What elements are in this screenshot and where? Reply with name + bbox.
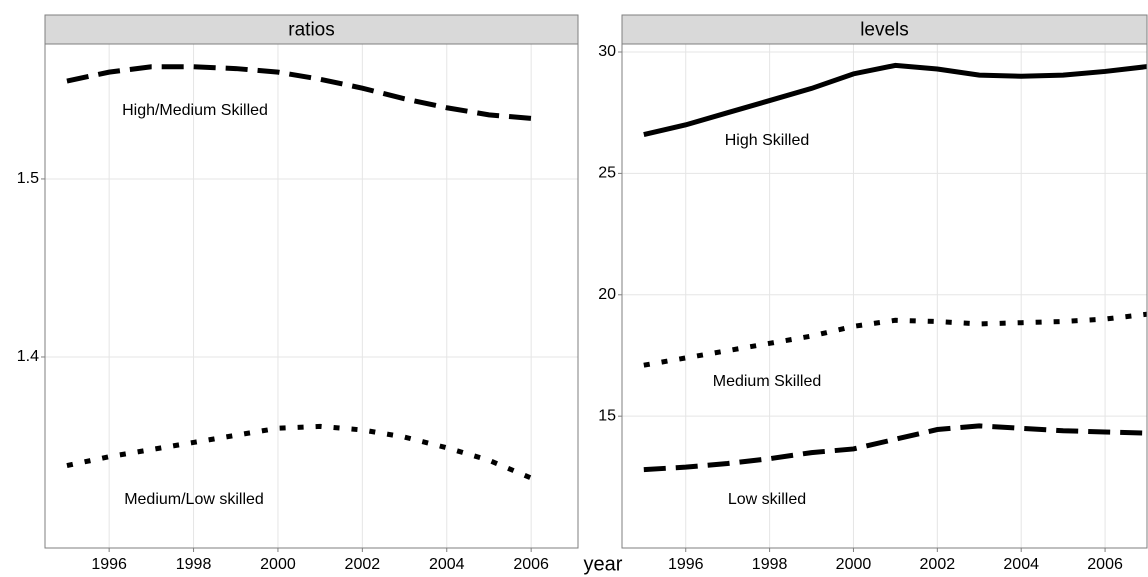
x-axis-label: year <box>584 553 623 575</box>
x-tick-label: 1996 <box>668 556 704 573</box>
x-tick-label: 2004 <box>429 556 465 573</box>
plot-background <box>45 44 578 548</box>
x-tick-label: 1998 <box>752 556 788 573</box>
x-tick-label: 2006 <box>1087 556 1123 573</box>
series-label: High/Medium Skilled <box>122 102 268 119</box>
x-tick-label: 2000 <box>260 556 296 573</box>
y-tick-label: 1.5 <box>17 170 39 187</box>
panel-border <box>44 43 579 549</box>
series-label: Medium Skilled <box>713 373 821 390</box>
x-tick-label: 2000 <box>836 556 872 573</box>
y-tick-label: 20 <box>598 286 616 303</box>
series-line <box>66 64 532 121</box>
y-tick-label: 30 <box>598 43 616 60</box>
series-label: Medium/Low skilled <box>124 491 264 508</box>
series-line <box>643 311 1148 368</box>
x-tick-label: 1996 <box>91 556 127 573</box>
y-tick-label: 1.4 <box>17 348 39 365</box>
series-line <box>643 62 1148 137</box>
series-label: Low skilled <box>728 491 806 508</box>
facet-title: ratios <box>288 20 334 41</box>
x-tick-label: 2006 <box>513 556 549 573</box>
series-line <box>66 423 533 481</box>
x-tick-label: 2002 <box>920 556 956 573</box>
y-tick-label: 15 <box>598 407 616 424</box>
x-tick-label: 2004 <box>1003 556 1039 573</box>
facet-strip <box>44 14 579 45</box>
panel-border <box>621 43 1148 549</box>
series-line <box>643 423 1148 473</box>
series-label: High Skilled <box>725 132 809 149</box>
facet-title: levels <box>860 20 909 41</box>
x-tick-label: 2002 <box>345 556 381 573</box>
y-tick-label: 25 <box>598 165 616 182</box>
x-tick-label: 1998 <box>176 556 212 573</box>
